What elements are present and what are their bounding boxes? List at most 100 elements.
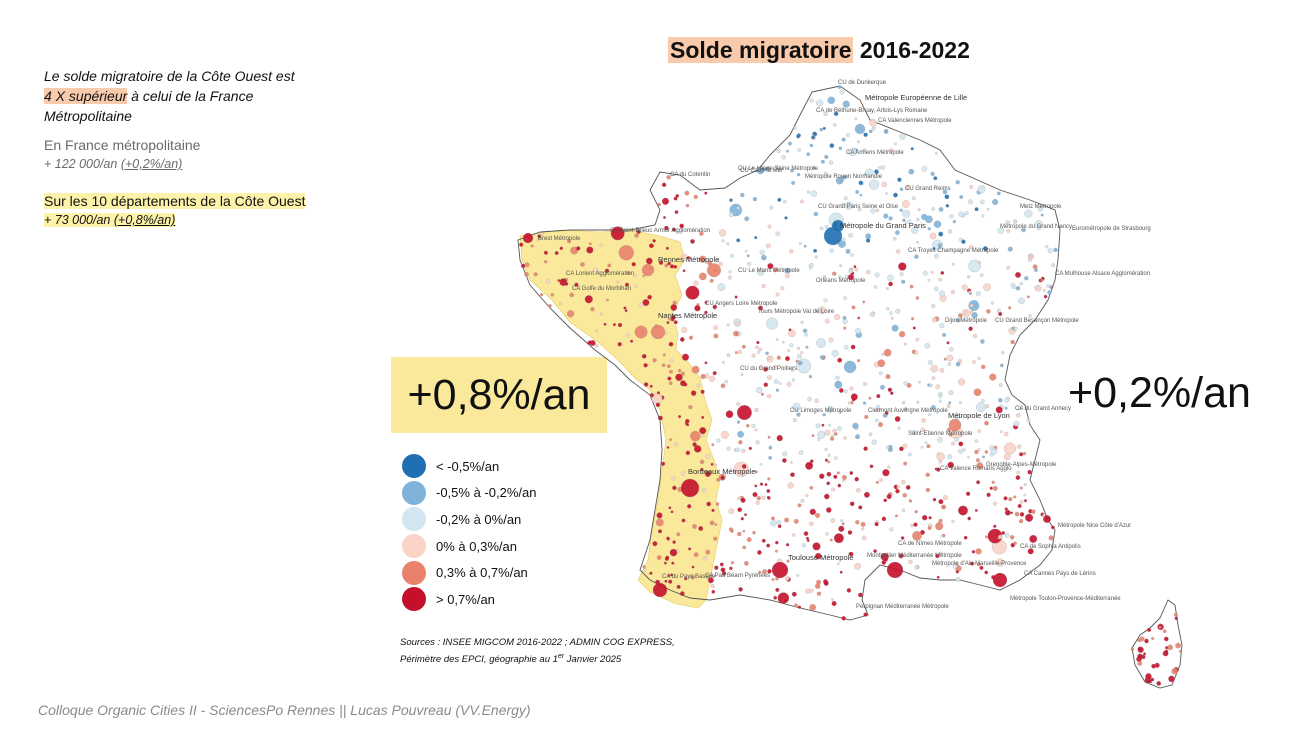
epci-dot xyxy=(809,508,816,516)
epci-dot xyxy=(584,295,593,304)
epci-dot xyxy=(881,516,887,522)
epci-dot xyxy=(783,199,787,204)
epci-dot xyxy=(685,203,690,208)
epci-dot xyxy=(969,310,974,315)
epci-dot xyxy=(930,270,934,274)
epci-dot xyxy=(524,271,529,277)
epci-dot xyxy=(610,226,625,241)
epci-dot xyxy=(913,522,918,527)
epci-dot xyxy=(657,202,661,207)
epci-dot xyxy=(533,272,538,277)
epci-dot xyxy=(586,246,594,254)
map-place-label: Métropole du Grand Nancy xyxy=(1000,224,1072,230)
epci-dot xyxy=(1032,264,1038,270)
epci-dot xyxy=(803,244,807,248)
epci-dot xyxy=(672,300,677,305)
epci-dot xyxy=(903,342,907,346)
epci-dot xyxy=(783,598,788,603)
epci-dot xyxy=(928,516,932,520)
epci-dot xyxy=(667,261,671,266)
epci-dot xyxy=(871,439,877,445)
legend-dot xyxy=(402,480,426,505)
sources: Sources : INSEE MIGCOM 2016-2022 ; ADMIN… xyxy=(400,636,700,667)
epci-dot xyxy=(809,459,814,464)
epci-dot xyxy=(848,147,857,157)
epci-dot xyxy=(765,351,769,356)
epci-dot xyxy=(942,332,947,337)
epci-dot xyxy=(684,577,688,581)
france-stat-text: En France métropolitaine + 122 000/an (+… xyxy=(44,136,344,174)
epci-dot xyxy=(666,321,670,325)
epci-dot xyxy=(666,536,670,540)
epci-dot xyxy=(1147,627,1152,632)
epci-dot xyxy=(1015,286,1021,291)
epci-dot xyxy=(880,165,886,170)
epci-dot xyxy=(590,307,595,312)
epci-dot xyxy=(776,148,781,154)
epci-dot xyxy=(612,323,616,327)
epci-dot xyxy=(979,565,984,570)
intro-line-2-rest: à celui de la France xyxy=(127,88,254,104)
epci-dot xyxy=(893,192,898,198)
epci-dot xyxy=(874,272,880,278)
epci-dot xyxy=(705,453,711,460)
epci-dot xyxy=(958,505,968,516)
epci-dot xyxy=(971,312,978,319)
epci-dot xyxy=(700,373,706,380)
epci-dot xyxy=(564,282,569,286)
map-place-label: CA Valence Romans Agglo xyxy=(940,466,1012,472)
epci-dot xyxy=(937,243,943,248)
epci-dot xyxy=(789,343,794,348)
epci-dot xyxy=(830,518,836,523)
epci-dot xyxy=(969,245,974,250)
epci-dot xyxy=(647,294,652,300)
epci-dot xyxy=(929,383,933,388)
epci-dot xyxy=(1009,535,1015,540)
epci-dot xyxy=(796,134,800,139)
epci-dot xyxy=(982,455,985,459)
epci-dot xyxy=(768,445,773,450)
intro-line-3: Métropolitaine xyxy=(44,108,132,124)
epci-dot xyxy=(832,271,837,276)
epci-dot xyxy=(887,274,894,281)
epci-dot xyxy=(736,405,752,421)
epci-dot xyxy=(898,262,907,271)
epci-dot xyxy=(657,415,663,421)
epci-dot xyxy=(784,216,788,220)
epci-dot xyxy=(977,448,981,452)
epci-dot xyxy=(683,382,688,387)
epci-dot xyxy=(746,254,750,258)
epci-dot xyxy=(895,249,901,254)
epci-dot xyxy=(640,329,644,333)
epci-dot xyxy=(1016,444,1022,449)
epci-dot xyxy=(976,402,986,413)
epci-dot xyxy=(688,547,692,551)
epci-dot xyxy=(854,117,858,121)
legend-label: 0% à 0,3%/an xyxy=(436,538,517,554)
epci-dot xyxy=(1034,268,1038,272)
title-highlight: Solde migratoire xyxy=(668,37,854,63)
epci-dot xyxy=(944,194,950,200)
epci-dot xyxy=(998,383,1003,387)
epci-dot xyxy=(901,279,906,284)
epci-dot xyxy=(806,190,811,194)
epci-dot xyxy=(796,412,801,417)
epci-dot xyxy=(738,440,743,445)
epci-dot xyxy=(938,459,943,464)
epci-dot xyxy=(652,541,658,547)
epci-dot xyxy=(638,302,644,308)
epci-dot xyxy=(849,471,854,475)
epci-dot xyxy=(670,573,674,577)
epci-dot xyxy=(774,549,778,553)
epci-dot xyxy=(754,484,758,488)
epci-dot xyxy=(998,397,1003,403)
epci-dot xyxy=(603,322,607,326)
epci-dot xyxy=(810,190,818,197)
epci-dot xyxy=(968,199,973,205)
epci-dot xyxy=(702,488,707,493)
map-place-label: Métropole de Lyon xyxy=(948,411,1010,420)
epci-dot xyxy=(899,208,903,212)
epci-dot xyxy=(685,285,700,300)
epci-dot xyxy=(856,140,861,144)
epci-dot xyxy=(1005,220,1010,225)
